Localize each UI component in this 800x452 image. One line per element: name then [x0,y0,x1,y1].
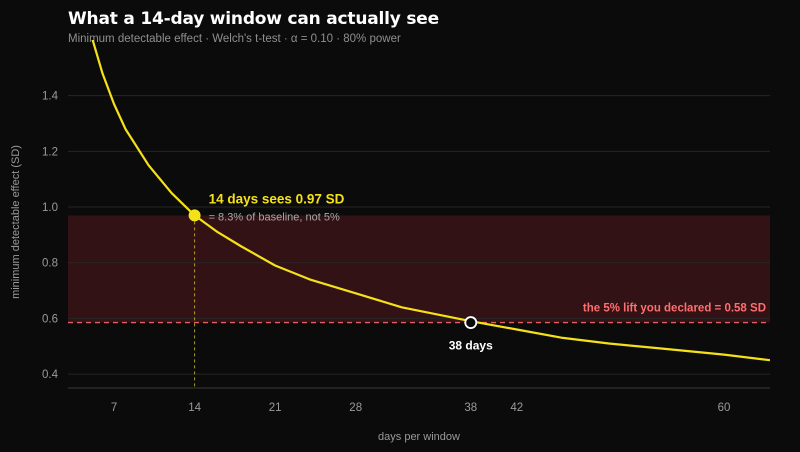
crossing-point [464,316,478,329]
x-tick-label: 7 [111,402,117,414]
y-tick-label: 0.8 [42,258,58,270]
y-tick-label: 1.0 [42,202,58,214]
y-tick-label: 1.2 [42,146,58,158]
x-tick-label: 21 [269,402,282,414]
highlight-point [188,209,201,222]
mde-curve [91,40,770,362]
threshold-label: the 5% lift you declared = 0.58 SD [583,303,766,315]
chart-title: What a 14-day window can actually see [68,9,439,29]
x-tick-label: 42 [510,402,523,414]
mde-gap-band [68,215,770,323]
x-axis-title: days per window [378,431,460,443]
y-tick-label: 0.4 [42,369,59,381]
chart-subtitle: Minimum detectable effect · Welch's t-te… [68,33,401,45]
y-tick-label: 1.4 [42,91,59,103]
y-tick-label: 0.6 [42,313,58,325]
crossing-label: 38 days [449,339,493,353]
highlight-note: = 8.3% of baseline, not 5% [209,211,340,223]
x-tick-label: 28 [349,402,362,414]
x-tick-label: 14 [188,402,201,414]
x-tick-label: 38 [464,402,477,414]
y-axis-title: minimum detectable effect (SD) [10,145,22,299]
x-tick-label: 60 [718,402,731,414]
highlight-label: 14 days sees 0.97 SD [209,191,345,206]
